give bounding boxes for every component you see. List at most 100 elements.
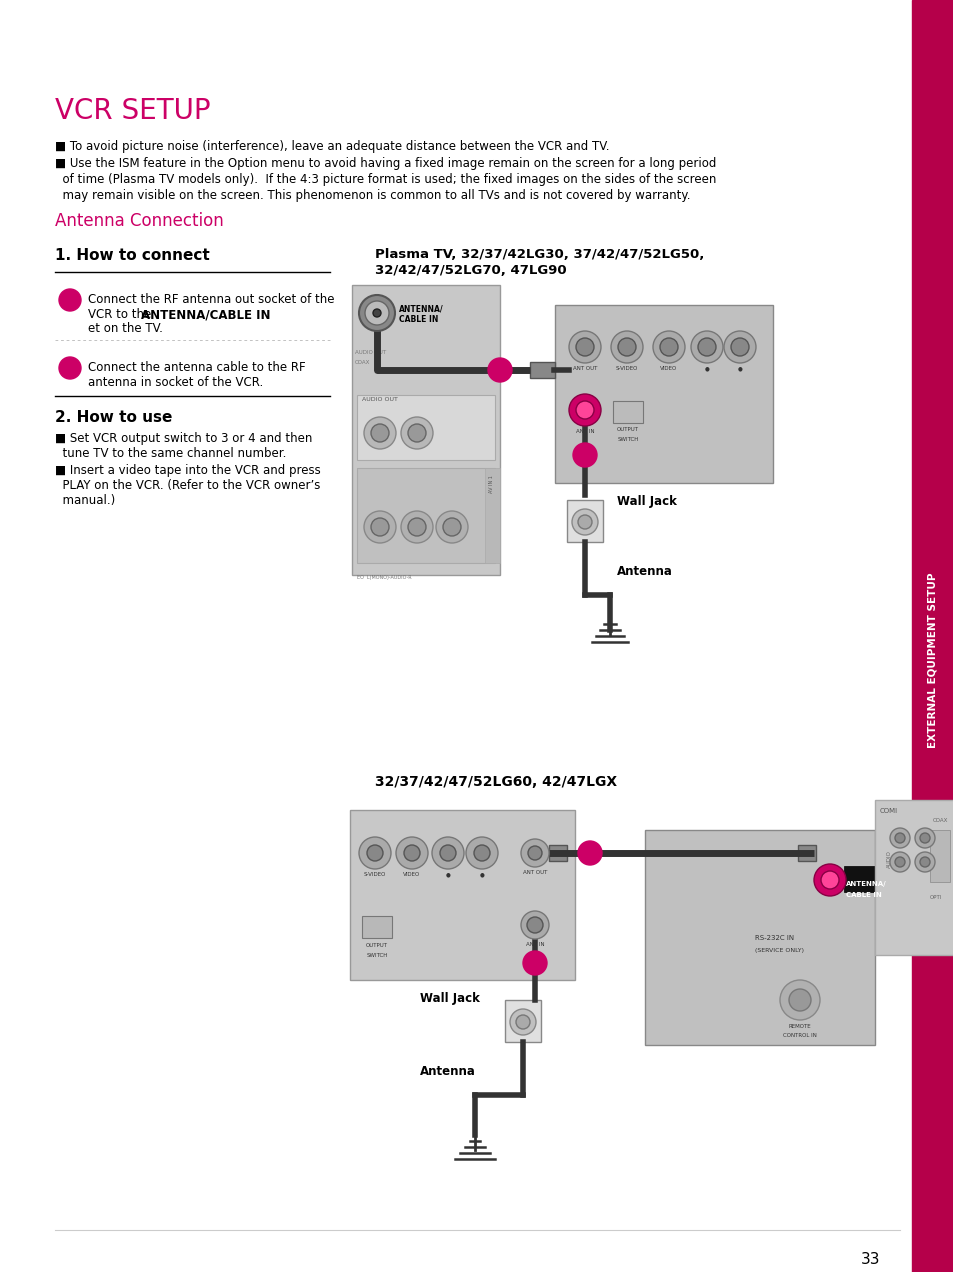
Text: OUTPUT: OUTPUT — [617, 427, 639, 432]
Circle shape — [723, 331, 755, 363]
Circle shape — [488, 357, 512, 382]
Text: SWITCH: SWITCH — [366, 953, 387, 958]
Text: AUDIO OUT: AUDIO OUT — [361, 397, 397, 402]
Circle shape — [510, 1009, 536, 1035]
FancyBboxPatch shape — [350, 810, 575, 979]
Circle shape — [59, 357, 81, 379]
Text: 1: 1 — [496, 365, 503, 375]
Text: Plasma TV, 32/37/42LG30, 37/42/47/52LG50,: Plasma TV, 32/37/42LG30, 37/42/47/52LG50… — [375, 248, 703, 261]
Circle shape — [516, 1015, 530, 1029]
Circle shape — [652, 331, 684, 363]
Circle shape — [474, 845, 490, 861]
Text: 1. How to connect: 1. How to connect — [55, 248, 210, 263]
Text: 1: 1 — [66, 295, 73, 305]
Circle shape — [568, 331, 600, 363]
Text: VIDEO: VIDEO — [403, 873, 420, 876]
Text: 33: 33 — [860, 1252, 879, 1267]
Circle shape — [408, 424, 426, 441]
Text: S-VIDEO: S-VIDEO — [616, 366, 638, 371]
Circle shape — [659, 338, 678, 356]
Text: Antenna Connection: Antenna Connection — [55, 212, 224, 230]
Bar — [548, 845, 566, 861]
Circle shape — [373, 309, 380, 317]
Bar — [361, 916, 392, 937]
Text: 1: 1 — [585, 848, 594, 859]
Text: ANTENNA/: ANTENNA/ — [845, 881, 885, 887]
Circle shape — [821, 871, 838, 889]
Text: COMI: COMI — [879, 808, 897, 814]
Text: ANTENNA/: ANTENNA/ — [398, 305, 443, 314]
Circle shape — [894, 833, 904, 843]
Text: COAX: COAX — [355, 360, 370, 365]
Text: AUDIO OUT: AUDIO OUT — [355, 350, 386, 355]
Circle shape — [400, 417, 433, 449]
Text: ■ Insert a video tape into the VCR and press: ■ Insert a video tape into the VCR and p… — [55, 464, 320, 477]
Circle shape — [432, 837, 463, 869]
Text: VIDEO: VIDEO — [659, 366, 677, 371]
Circle shape — [395, 837, 428, 869]
Text: S-VIDEO: S-VIDEO — [363, 873, 386, 876]
Circle shape — [578, 515, 592, 529]
Circle shape — [576, 401, 594, 418]
Text: ●: ● — [479, 873, 484, 876]
Bar — [843, 866, 898, 892]
Text: ANT OUT: ANT OUT — [572, 366, 597, 371]
Text: ANTENNA/CABLE IN: ANTENNA/CABLE IN — [141, 308, 270, 321]
Text: ANT OUT: ANT OUT — [522, 870, 547, 875]
Text: CONTROL IN: CONTROL IN — [782, 1033, 816, 1038]
Circle shape — [889, 828, 909, 848]
Circle shape — [919, 833, 929, 843]
Text: EO  L(MONO)-AUDIO-R: EO L(MONO)-AUDIO-R — [356, 575, 411, 580]
Text: OPTI: OPTI — [929, 895, 942, 901]
Bar — [566, 500, 602, 542]
Circle shape — [403, 845, 419, 861]
Bar — [929, 831, 949, 881]
Circle shape — [914, 828, 934, 848]
Circle shape — [465, 837, 497, 869]
Text: Antenna: Antenna — [617, 565, 672, 577]
Text: AUDIO: AUDIO — [886, 850, 891, 868]
Circle shape — [400, 511, 433, 543]
Circle shape — [578, 841, 601, 865]
Bar — [484, 468, 499, 563]
Text: SWITCH: SWITCH — [617, 438, 638, 441]
Circle shape — [365, 301, 389, 326]
Circle shape — [439, 845, 456, 861]
FancyBboxPatch shape — [644, 831, 874, 1046]
Text: 2: 2 — [580, 450, 588, 460]
Circle shape — [522, 951, 546, 976]
Circle shape — [576, 338, 594, 356]
Circle shape — [367, 845, 382, 861]
Circle shape — [894, 857, 904, 868]
Text: 2: 2 — [66, 363, 73, 373]
FancyBboxPatch shape — [874, 800, 953, 955]
Circle shape — [573, 443, 597, 467]
Text: PLAY on the VCR. (Refer to the VCR owner’s: PLAY on the VCR. (Refer to the VCR owner… — [55, 480, 320, 492]
Circle shape — [371, 518, 389, 536]
Text: Connect the RF antenna out socket of the: Connect the RF antenna out socket of the — [88, 293, 335, 307]
Circle shape — [568, 394, 600, 426]
Text: 2. How to use: 2. How to use — [55, 410, 172, 425]
Circle shape — [442, 518, 460, 536]
Text: ANT IN: ANT IN — [525, 943, 544, 946]
FancyBboxPatch shape — [555, 305, 772, 483]
Text: CABLE IN: CABLE IN — [845, 892, 881, 898]
Text: Antenna: Antenna — [419, 1065, 476, 1077]
Text: RS-232C IN: RS-232C IN — [754, 935, 793, 941]
Text: Wall Jack: Wall Jack — [419, 992, 479, 1005]
Circle shape — [436, 511, 468, 543]
FancyBboxPatch shape — [352, 285, 499, 575]
Circle shape — [520, 840, 548, 868]
Text: Wall Jack: Wall Jack — [617, 495, 677, 508]
Circle shape — [527, 846, 541, 860]
Circle shape — [408, 518, 426, 536]
Circle shape — [788, 990, 810, 1011]
Text: AV IN 1: AV IN 1 — [489, 474, 494, 492]
Circle shape — [371, 424, 389, 441]
Circle shape — [730, 338, 748, 356]
Circle shape — [358, 295, 395, 331]
Text: 32/42/47/52LG70, 47LG90: 32/42/47/52LG70, 47LG90 — [375, 265, 566, 277]
Bar — [504, 1000, 540, 1042]
Circle shape — [364, 511, 395, 543]
Text: VCR SETUP: VCR SETUP — [55, 97, 211, 125]
